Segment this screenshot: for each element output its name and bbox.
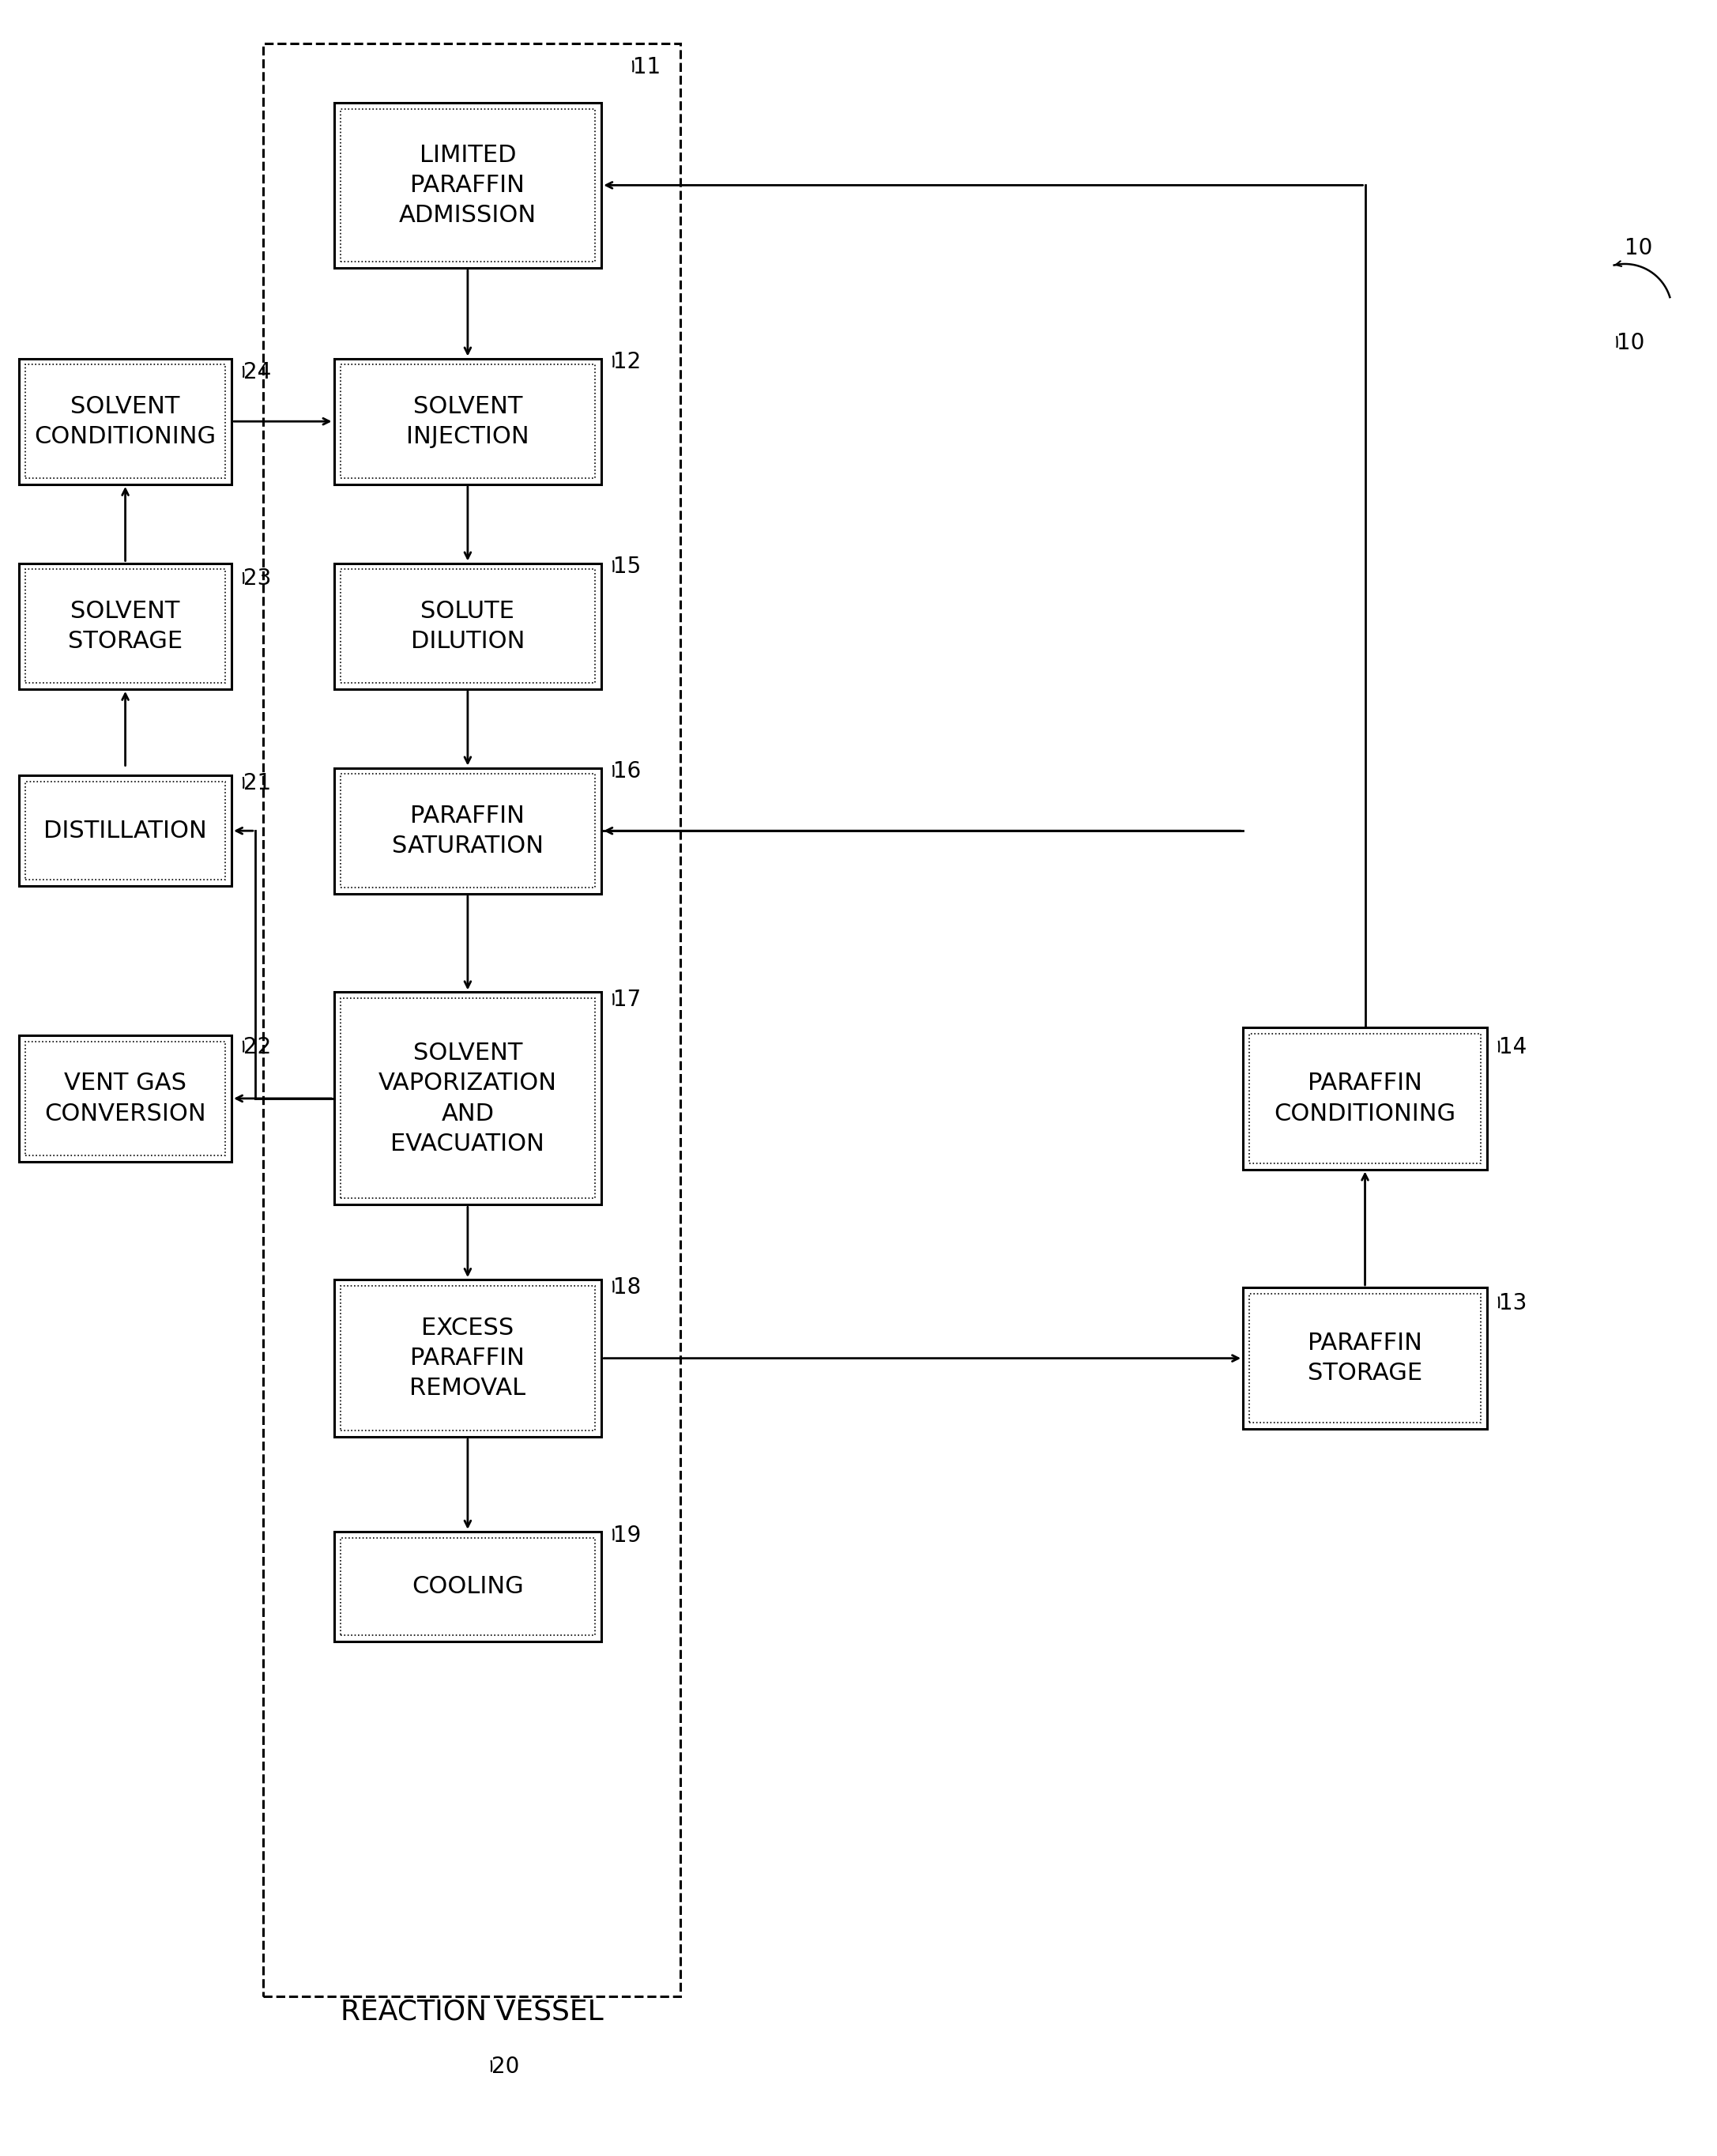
Bar xyxy=(1250,1035,1480,1162)
Text: 24: 24 xyxy=(244,362,271,384)
Text: EXCESS
PARAFFIN
REMOVAL: EXCESS PARAFFIN REMOVAL xyxy=(410,1317,525,1399)
Bar xyxy=(26,783,225,880)
Bar xyxy=(340,569,596,683)
Text: 10: 10 xyxy=(1617,332,1645,354)
Bar xyxy=(340,998,596,1199)
Text: SOLVENT
INJECTION: SOLVENT INJECTION xyxy=(407,395,529,448)
Bar xyxy=(333,992,601,1205)
Text: 19: 19 xyxy=(613,1524,640,1546)
Text: 10: 10 xyxy=(1624,237,1653,259)
Text: SOLUTE
DILUTION: SOLUTE DILUTION xyxy=(410,599,525,653)
Bar xyxy=(1243,1028,1487,1169)
Bar xyxy=(333,1279,601,1438)
Text: DISTILLATION: DISTILLATION xyxy=(43,819,208,843)
Bar xyxy=(333,358,601,485)
Bar xyxy=(340,774,596,888)
Bar xyxy=(333,103,601,267)
Text: PARAFFIN
SATURATION: PARAFFIN SATURATION xyxy=(391,804,544,858)
Text: VENT GAS
CONVERSION: VENT GAS CONVERSION xyxy=(45,1072,206,1125)
Bar xyxy=(263,43,680,1996)
Bar xyxy=(340,1285,596,1432)
Text: 17: 17 xyxy=(613,990,640,1011)
Bar xyxy=(26,364,225,479)
Text: COOLING: COOLING xyxy=(412,1576,524,1598)
Text: 11: 11 xyxy=(634,56,661,78)
Bar xyxy=(333,1531,601,1641)
Text: REACTION VESSEL: REACTION VESSEL xyxy=(340,1999,603,2024)
Text: 13: 13 xyxy=(1499,1291,1526,1315)
Bar xyxy=(333,563,601,690)
Text: 12: 12 xyxy=(613,351,640,373)
Bar xyxy=(333,768,601,895)
Bar xyxy=(19,776,232,886)
Text: SOLVENT
VAPORIZATION
AND
EVACUATION: SOLVENT VAPORIZATION AND EVACUATION xyxy=(378,1041,556,1156)
Bar xyxy=(1250,1294,1480,1423)
Text: PARAFFIN
STORAGE: PARAFFIN STORAGE xyxy=(1308,1332,1422,1384)
Text: PARAFFIN
CONDITIONING: PARAFFIN CONDITIONING xyxy=(1274,1072,1456,1125)
Bar xyxy=(19,358,232,485)
Text: 15: 15 xyxy=(613,556,640,578)
Bar xyxy=(26,569,225,683)
Text: 23: 23 xyxy=(244,567,271,591)
Text: SOLVENT
CONDITIONING: SOLVENT CONDITIONING xyxy=(34,395,216,448)
Text: 16: 16 xyxy=(613,761,640,783)
Text: 22: 22 xyxy=(244,1037,271,1059)
Text: LIMITED
PARAFFIN
ADMISSION: LIMITED PARAFFIN ADMISSION xyxy=(398,144,536,226)
Bar xyxy=(340,108,596,261)
Text: SOLVENT
STORAGE: SOLVENT STORAGE xyxy=(69,599,182,653)
Bar xyxy=(340,1537,596,1636)
Text: 14: 14 xyxy=(1499,1037,1526,1059)
Bar xyxy=(1243,1287,1487,1429)
Text: 21: 21 xyxy=(244,772,271,796)
Bar xyxy=(19,1035,232,1162)
Text: 20: 20 xyxy=(491,2057,519,2078)
Bar xyxy=(26,1041,225,1156)
Bar xyxy=(19,563,232,690)
Text: 18: 18 xyxy=(613,1276,640,1298)
Bar xyxy=(340,364,596,479)
